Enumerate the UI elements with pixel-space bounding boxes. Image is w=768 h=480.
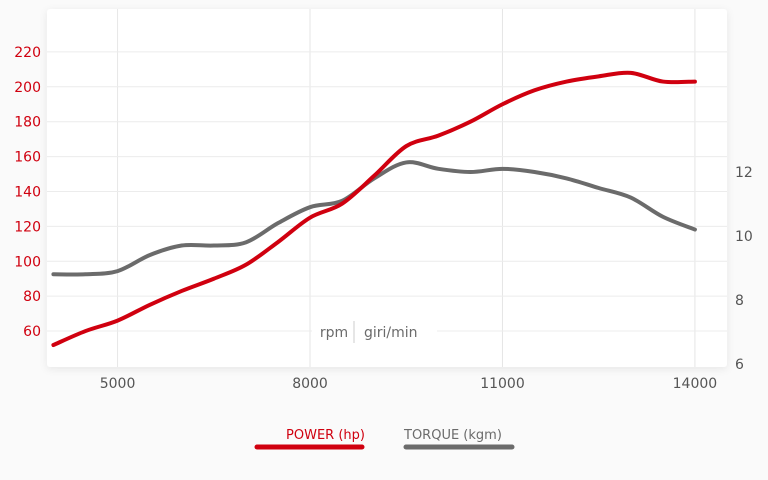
- x-axis-label: rpm giri/min: [312, 318, 437, 344]
- y-left-tick-label: 80: [23, 289, 41, 305]
- y-left-tick-label: 120: [14, 219, 41, 235]
- x-tick-label: 5000: [100, 376, 136, 392]
- axes: 5000 8000 11000 14000 60 80 100 120 140 160 180 200…: [14, 45, 753, 392]
- legend-label-torque: TORQUE (kgm): [403, 428, 502, 443]
- y-left-tick-label: 100: [14, 254, 41, 270]
- series-lines: [51, 70, 697, 348]
- y-left-tick-label: 220: [14, 45, 41, 61]
- legend-item-power[interactable]: POWER (hp): [254, 428, 365, 450]
- legend: POWER (hp) TORQUE (kgm): [254, 428, 515, 450]
- power-line: [51, 70, 697, 348]
- y-right-tick-label: 10: [735, 229, 753, 245]
- x-axis-label-giri: giri/min: [364, 325, 418, 341]
- plot-area: [47, 9, 727, 367]
- y-right-tick-label: 12: [735, 165, 753, 181]
- y-right-tick-label: 6: [735, 357, 744, 373]
- x-axis-label-rpm: rpm: [320, 325, 348, 341]
- y-left-tick-label: 200: [14, 80, 41, 96]
- x-tick-label: 8000: [292, 376, 328, 392]
- legend-label-power: POWER (hp): [286, 428, 365, 443]
- x-tick-label: 14000: [673, 376, 718, 392]
- y-left-tick-label: 60: [23, 324, 41, 340]
- x-tick-label: 11000: [480, 376, 525, 392]
- y-left-tick-label: 140: [14, 184, 41, 200]
- y-right-tick-label: 8: [735, 293, 744, 309]
- y-left-tick-label: 180: [14, 115, 41, 131]
- y-left-tick-label: 160: [14, 150, 41, 166]
- legend-item-torque[interactable]: TORQUE (kgm): [403, 428, 515, 450]
